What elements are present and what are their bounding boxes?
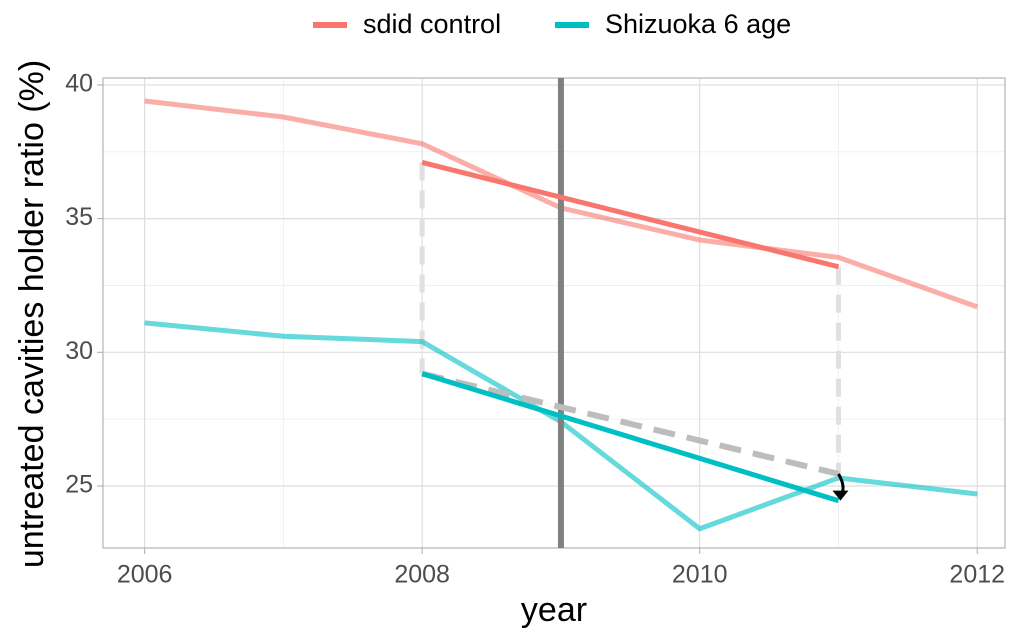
y-tick-label: 35 xyxy=(65,203,93,231)
arrow-head xyxy=(832,490,849,501)
panel-border xyxy=(102,77,1006,549)
trend-line xyxy=(421,371,840,504)
x-tick-label: 2010 xyxy=(672,561,728,589)
legend-label: Shizuoka 6 age xyxy=(605,9,791,39)
legend-label: sdid control xyxy=(363,9,501,39)
counterfactual-line xyxy=(421,370,840,477)
y-tick-label: 40 xyxy=(65,70,93,98)
y-tick-label: 30 xyxy=(65,337,93,365)
y-tick-label: 25 xyxy=(65,471,93,499)
x-tick-label: 2008 xyxy=(394,561,450,589)
trend-line xyxy=(421,160,840,270)
x-tick-label: 2012 xyxy=(949,561,1005,589)
x-axis-label: year xyxy=(521,591,587,629)
y-axis-label: untreated cavities holder ratio (%) xyxy=(13,60,51,568)
x-tick-label: 2006 xyxy=(117,561,173,589)
